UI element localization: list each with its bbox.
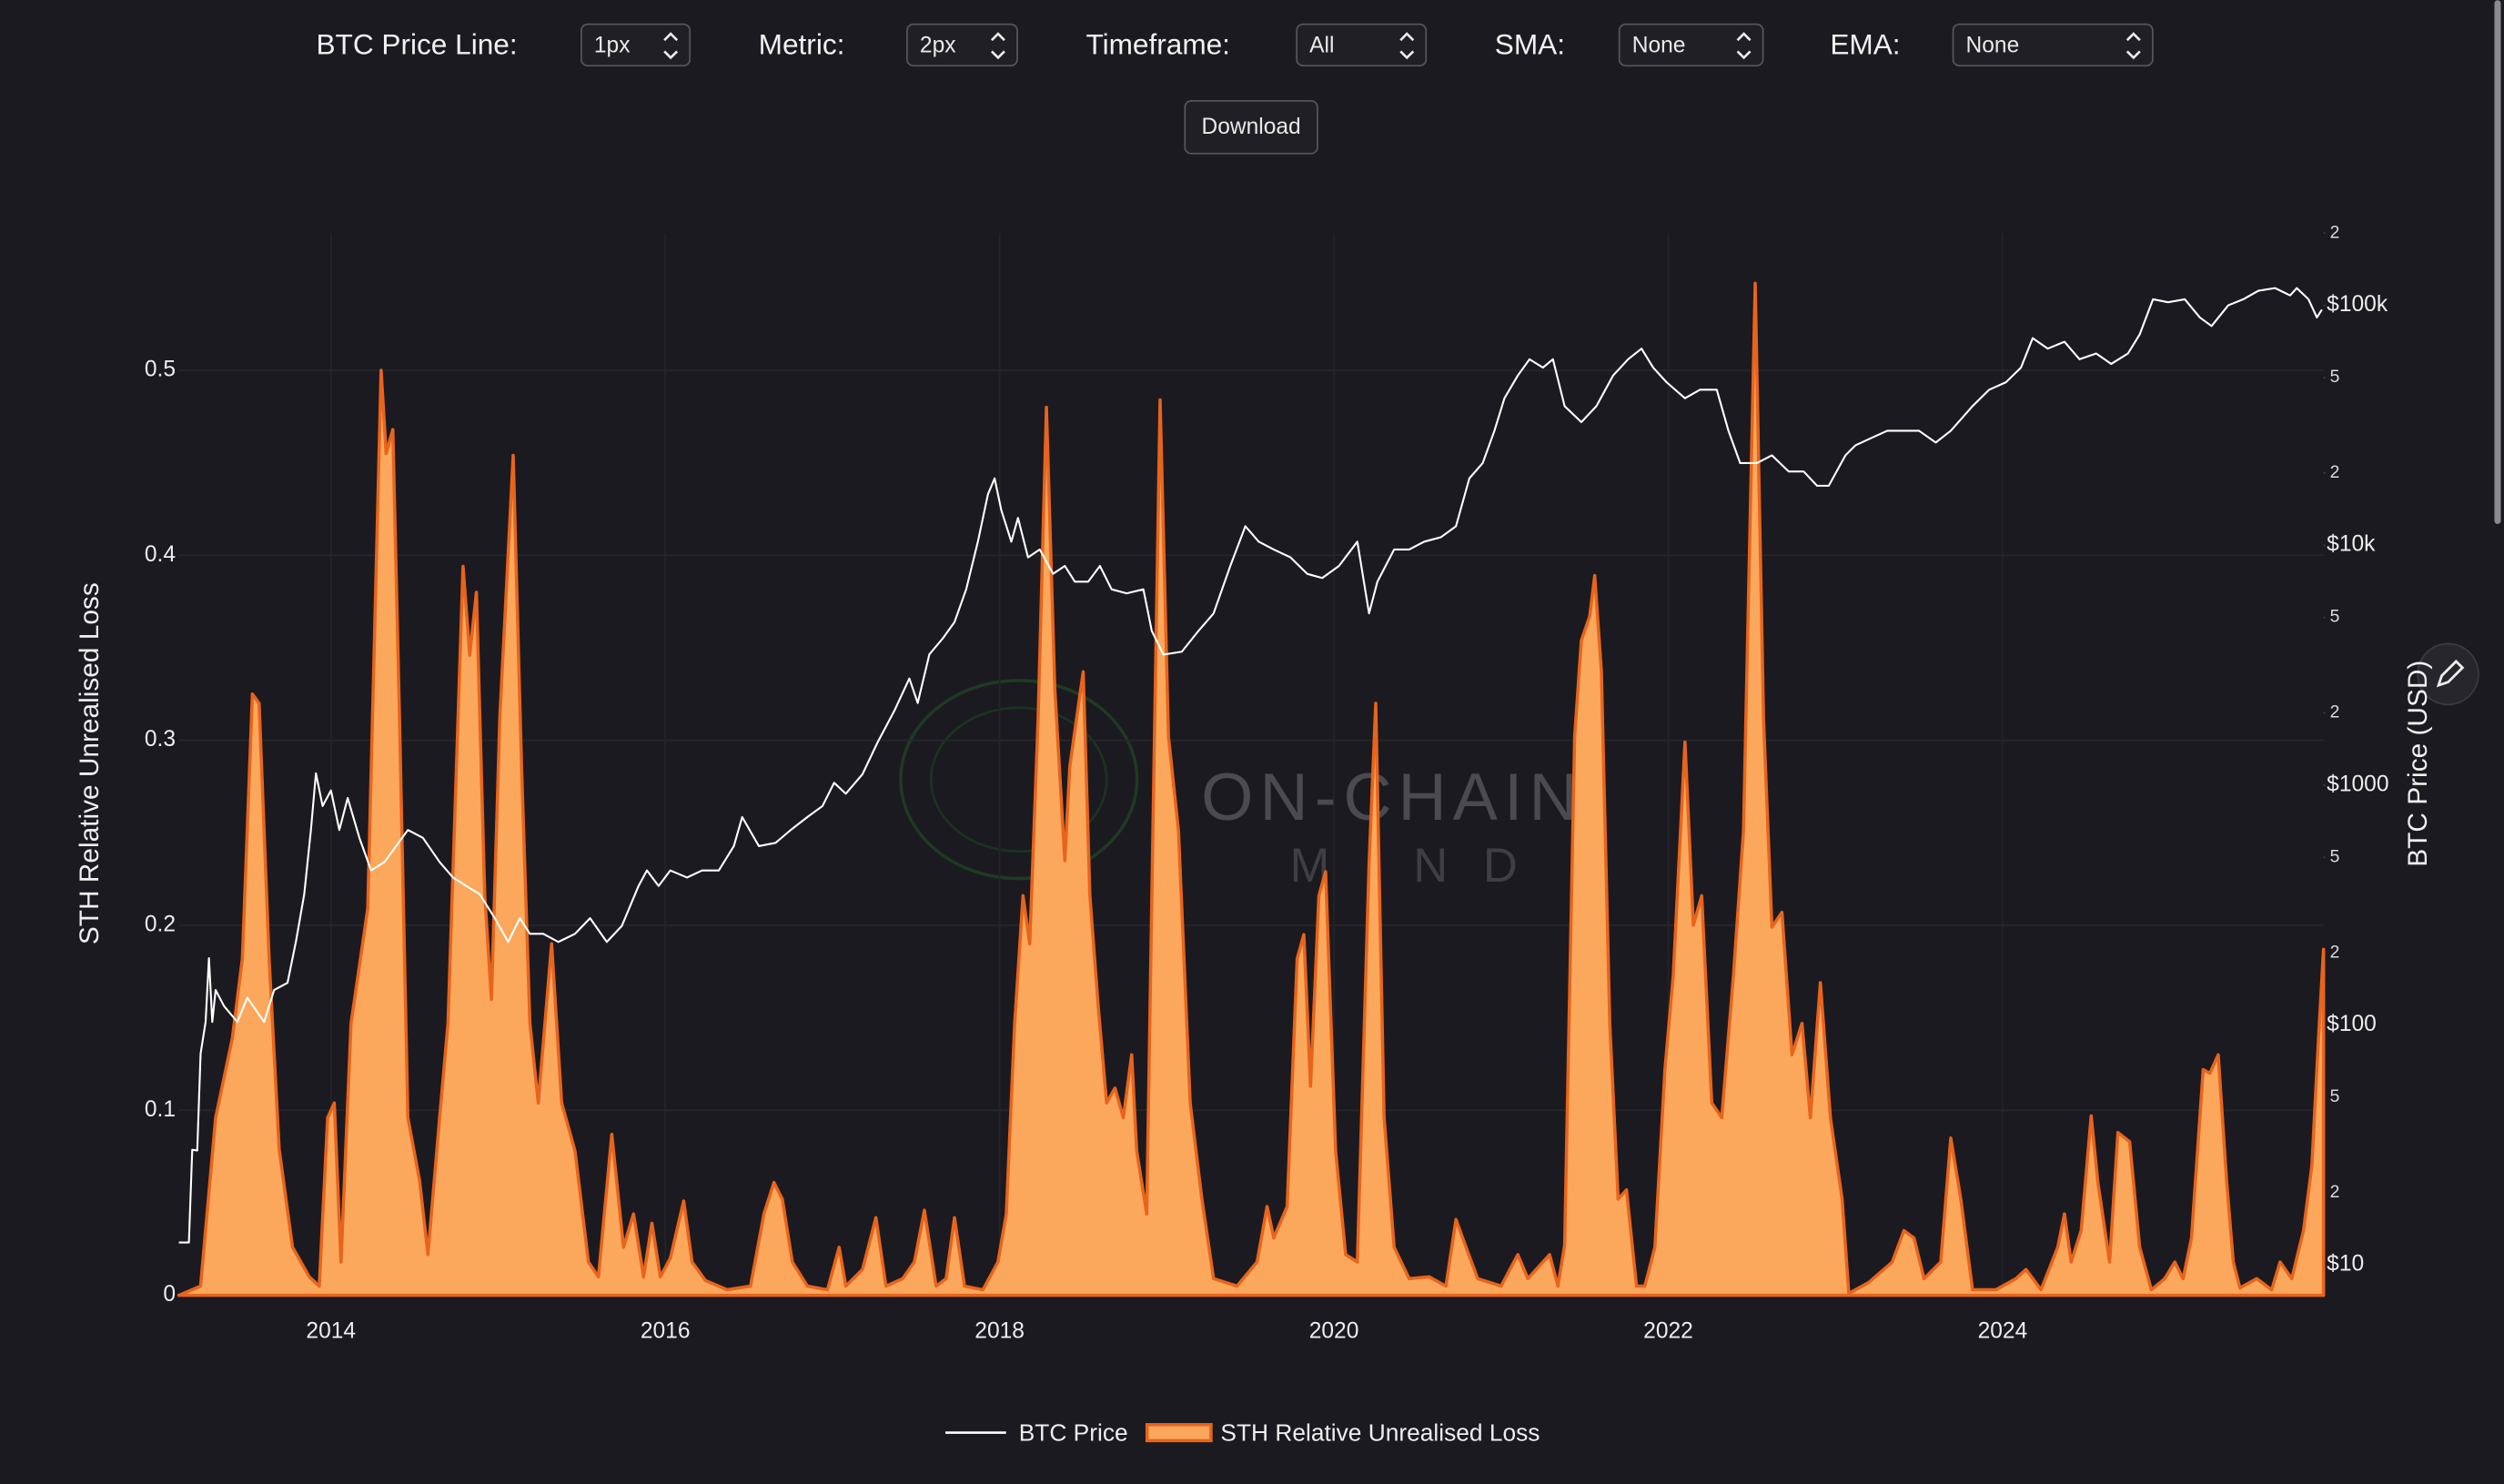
select-frame[interactable]: [1296, 23, 1428, 67]
select-value[interactable]: All: [1309, 34, 1334, 58]
control-label: Timeframe:: [1085, 27, 1230, 60]
y2-tick-label: $10: [2327, 1252, 2364, 1277]
watermark-text: ON-CHAIN: [1201, 759, 1584, 834]
select-frame[interactable]: [1618, 23, 1764, 67]
y2-tick-label: $1000: [2327, 772, 2388, 796]
select-frame[interactable]: [906, 23, 1018, 67]
legend-swatch[interactable]: [1145, 1423, 1213, 1443]
y-tick-label: 0.2: [145, 912, 176, 936]
y-axis-title: STH Relative Unrealised Loss: [75, 582, 105, 944]
button-label[interactable]: Download: [1201, 115, 1300, 139]
y2-axis-title: BTC Price (USD): [2403, 661, 2433, 867]
button-frame[interactable]: [1184, 99, 1318, 155]
y-tick-label: 0: [163, 1282, 176, 1307]
legend-item[interactable]: BTC Price: [945, 1418, 1128, 1446]
area: [177, 281, 2326, 1297]
legend-label[interactable]: STH Relative Unrealised Loss: [1220, 1418, 1540, 1446]
select[interactable]: None: [1618, 23, 1764, 67]
line: [178, 287, 2323, 1244]
y2-tick-label: 5: [2330, 608, 2340, 627]
download-button[interactable]: Download: [1184, 99, 1318, 155]
legend-label[interactable]: BTC Price: [1019, 1418, 1128, 1446]
select-chevron[interactable]: [990, 32, 1005, 60]
y2-tick-label: $100k: [2327, 292, 2388, 317]
scrollbar[interactable]: [2494, 0, 2501, 524]
select-value[interactable]: 1px: [594, 34, 631, 58]
x-tick-label: 2014: [306, 1318, 356, 1343]
control-label: SMA:: [1495, 27, 1565, 60]
y-tick-label: 0.3: [145, 727, 176, 752]
x-tick-label: 2016: [641, 1318, 691, 1343]
select[interactable]: All: [1296, 23, 1428, 67]
legend-item[interactable]: STH Relative Unrealised Loss: [1145, 1418, 1540, 1446]
x-tick-label: 2018: [974, 1318, 1025, 1343]
y2-tick-label: 5: [2330, 1087, 2340, 1106]
select-chevron[interactable]: [1736, 32, 1752, 60]
y2-tick-label: 2: [2330, 943, 2340, 962]
edit-button[interactable]: [2417, 642, 2479, 706]
select-chevron[interactable]: [2125, 32, 2141, 60]
y2-tick-label: $100: [2327, 1012, 2377, 1036]
select[interactable]: None: [1952, 23, 2154, 67]
y-tick-label: 0.1: [145, 1097, 176, 1122]
y2-tick-label: 2: [2330, 223, 2340, 242]
select[interactable]: 2px: [906, 23, 1018, 67]
watermark: ON-CHAIN MIND: [899, 679, 1584, 893]
y2-tick-label: 5: [2330, 368, 2340, 387]
select-frame[interactable]: [1952, 23, 2154, 67]
x-tick-label: 2022: [1643, 1318, 1693, 1343]
select-value[interactable]: None: [1632, 34, 1686, 58]
y-tick-label: 0.5: [145, 357, 176, 381]
edit-button-bg[interactable]: [2417, 642, 2479, 706]
y2-tick-label: 2: [2330, 463, 2340, 482]
watermark-logo: [929, 706, 1108, 853]
control-label: EMA:: [1830, 27, 1900, 60]
y-tick-label: 0.4: [145, 542, 176, 567]
select-frame[interactable]: [580, 23, 692, 67]
select-chevron[interactable]: [1399, 32, 1415, 60]
control-label: Metric:: [759, 27, 845, 60]
select[interactable]: 1px: [580, 23, 692, 67]
y2-tick-label: 2: [2330, 703, 2340, 722]
y2-tick-label: 5: [2330, 847, 2340, 866]
select-value[interactable]: None: [1966, 34, 2020, 58]
y2-tick-label: $10k: [2327, 532, 2376, 557]
select-value[interactable]: 2px: [920, 34, 956, 58]
control-label: BTC Price Line:: [317, 27, 518, 60]
edit-icon[interactable]: [2436, 659, 2465, 688]
select-chevron[interactable]: [663, 32, 679, 60]
x-tick-label: 2020: [1309, 1318, 1359, 1343]
watermark-text: MIND: [1290, 839, 1553, 893]
x-tick-label: 2024: [1978, 1318, 2028, 1343]
y2-tick-label: 2: [2330, 1183, 2340, 1202]
watermark-logo: [899, 679, 1139, 881]
